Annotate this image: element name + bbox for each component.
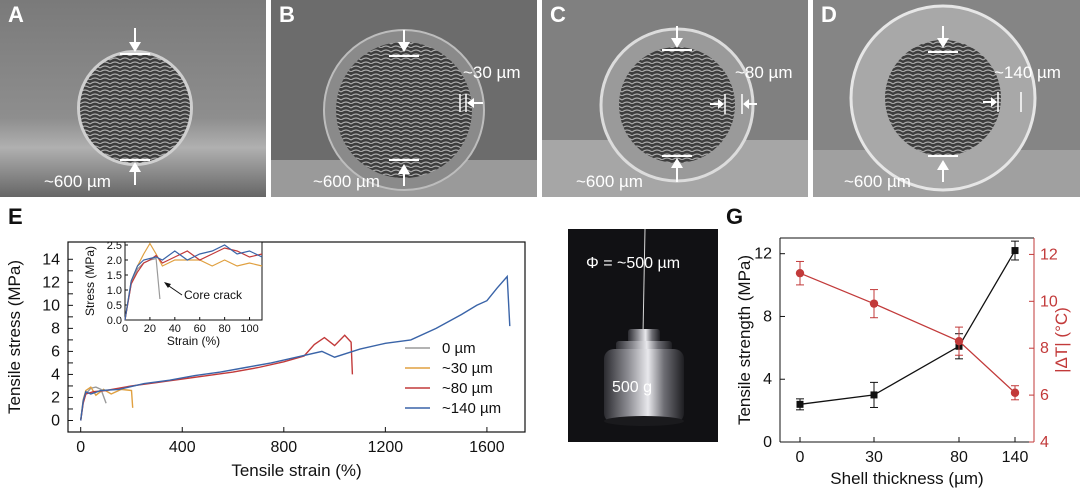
inset-y-tick-label: 2.5 [107, 240, 122, 252]
shell-thickness-chart: 0 30 80 140 0 4 8 12 4 6 8 10 12 Shell thickness (µm)… [735, 237, 1071, 488]
sem-image-d [813, 0, 1080, 197]
data-point-square [1011, 247, 1019, 255]
series-line-1 [80, 386, 134, 421]
panel-label-c: C [550, 2, 566, 27]
y2-tick-label: 8 [1040, 340, 1049, 357]
sem-image-c [542, 0, 808, 197]
panel-label-g: G [726, 204, 744, 229]
series-line-3 [80, 274, 511, 421]
x-axis-title: Tensile strain (%) [231, 461, 361, 480]
inset-y-tick-label: 1.5 [107, 270, 122, 282]
y-tick-label: 4 [763, 371, 772, 388]
x-tick-label: 1600 [469, 439, 505, 456]
y-tick-label: 14 [42, 251, 60, 268]
panel-label-b: B [279, 2, 295, 27]
inset-x-axis-title: Strain (%) [167, 334, 220, 348]
x-tick-label: 30 [865, 449, 883, 466]
sem-image-a [0, 0, 266, 197]
y2-tick-label: 4 [1040, 434, 1049, 451]
x-tick-label: 0 [796, 449, 805, 466]
sem-panel-b: B ~30 µm ~600 µm [271, 0, 537, 197]
y-tick-label: 2 [51, 389, 60, 406]
sem-panel-a: A ~600 µm [0, 0, 266, 197]
inset-y-tick-label: 1.0 [107, 285, 122, 297]
diameter-label-b: ~600 µm [313, 172, 380, 191]
diameter-label-c: ~600 µm [576, 172, 643, 191]
annotation-arrowhead [164, 282, 171, 288]
legend-label-3: ~140 µm [442, 400, 501, 417]
series-line-0 [799, 250, 1016, 405]
panel-e: E 0 400 800 1200 1600 0 2 4 6 8 10 12 14 Tensile stra… [0, 200, 560, 489]
panel-g: G 0 30 80 140 0 4 8 12 4 6 8 10 12 Shell thickness (µ… [722, 200, 1080, 489]
data-point-circle [1010, 388, 1020, 397]
sem-panel-d: D ~140 µm ~600 µm [813, 0, 1080, 197]
y-tick-label: 10 [42, 297, 60, 314]
x-tick-label: 800 [270, 439, 297, 456]
y-tick-label: 0 [51, 412, 60, 429]
inset-series-line-1 [124, 242, 263, 321]
weight-photo [568, 229, 718, 442]
fiber-diameter-label: Φ = ~500 µm [586, 255, 681, 272]
x-tick-label: 1200 [368, 439, 404, 456]
core-crack-annotation: Core crack [184, 288, 243, 302]
y-tick-label: 4 [51, 366, 60, 383]
diameter-label-d: ~600 µm [844, 172, 911, 191]
inset-y-tick-label: 0.0 [107, 315, 122, 327]
data-point-circle [869, 299, 879, 308]
shell-thickness-label-b: ~30 µm [463, 63, 521, 82]
sem-image-b [271, 0, 537, 197]
sem-panel-c: C ~80 µm ~600 µm [542, 0, 808, 197]
inset-series-line-3 [124, 244, 263, 321]
panel-label-d: D [821, 2, 837, 27]
diameter-label-a: ~600 µm [44, 172, 111, 191]
y-tick-label: 8 [51, 320, 60, 337]
series-line-1 [799, 272, 1016, 394]
series-line-2 [80, 334, 354, 421]
inset-x-tick-label: 40 [169, 323, 181, 335]
inset-x-tick-label: 20 [144, 323, 156, 335]
panel-label-e: E [8, 204, 23, 229]
weight-mass-label: 500 g [612, 379, 653, 396]
inset-y-tick-label: 0.5 [107, 300, 122, 312]
y-axis-title: Tensile stress (MPa) [5, 260, 24, 414]
y-tick-label: 12 [42, 274, 60, 291]
inset-x-tick-label: 60 [194, 323, 206, 335]
inset-y-axis-title: Stress (MPa) [83, 246, 97, 316]
legend-label-2: ~80 µm [442, 380, 493, 397]
x-tick-label: 400 [169, 439, 196, 456]
plot-frame [67, 241, 526, 433]
y2-tick-label: 12 [1040, 246, 1058, 263]
inset-x-tick-label: 80 [219, 323, 231, 335]
y-tick-label: 12 [754, 246, 772, 263]
inset-x-tick-label: 0 [122, 323, 128, 335]
panel-f: F Φ = ~500 µm 500 g [568, 229, 718, 442]
y-axis-title: Tensile strength (MPa) [735, 255, 754, 425]
inset-x-tick-label: 100 [240, 323, 258, 335]
y-tick-label: 8 [763, 308, 772, 325]
y-tick-label: 6 [51, 343, 60, 360]
data-point-circle [954, 336, 964, 346]
x-axis-title: Shell thickness (µm) [830, 469, 983, 488]
data-point-square [870, 391, 878, 399]
shell-thickness-label-c: ~80 µm [735, 63, 793, 82]
legend-label-0: 0 µm [442, 340, 476, 357]
data-point-square [796, 400, 804, 408]
inset-frame [124, 241, 263, 321]
data-point-circle [795, 268, 805, 278]
legend-label-1: ~30 µm [442, 360, 493, 377]
panel-label-a: A [8, 2, 24, 27]
y-tick-label: 0 [763, 434, 772, 451]
x-tick-label: 0 [76, 439, 85, 456]
x-tick-label: 140 [1002, 449, 1029, 466]
shell-thickness-label-d: ~140 µm [994, 63, 1061, 82]
inset-series-line-2 [124, 247, 263, 321]
y2-tick-label: 10 [1040, 293, 1058, 310]
inset-y-tick-label: 2.0 [107, 255, 122, 267]
y2-axis-title: |ΔT| (°C) [1052, 307, 1071, 373]
y2-tick-label: 6 [1040, 387, 1049, 404]
x-tick-label: 80 [950, 449, 968, 466]
